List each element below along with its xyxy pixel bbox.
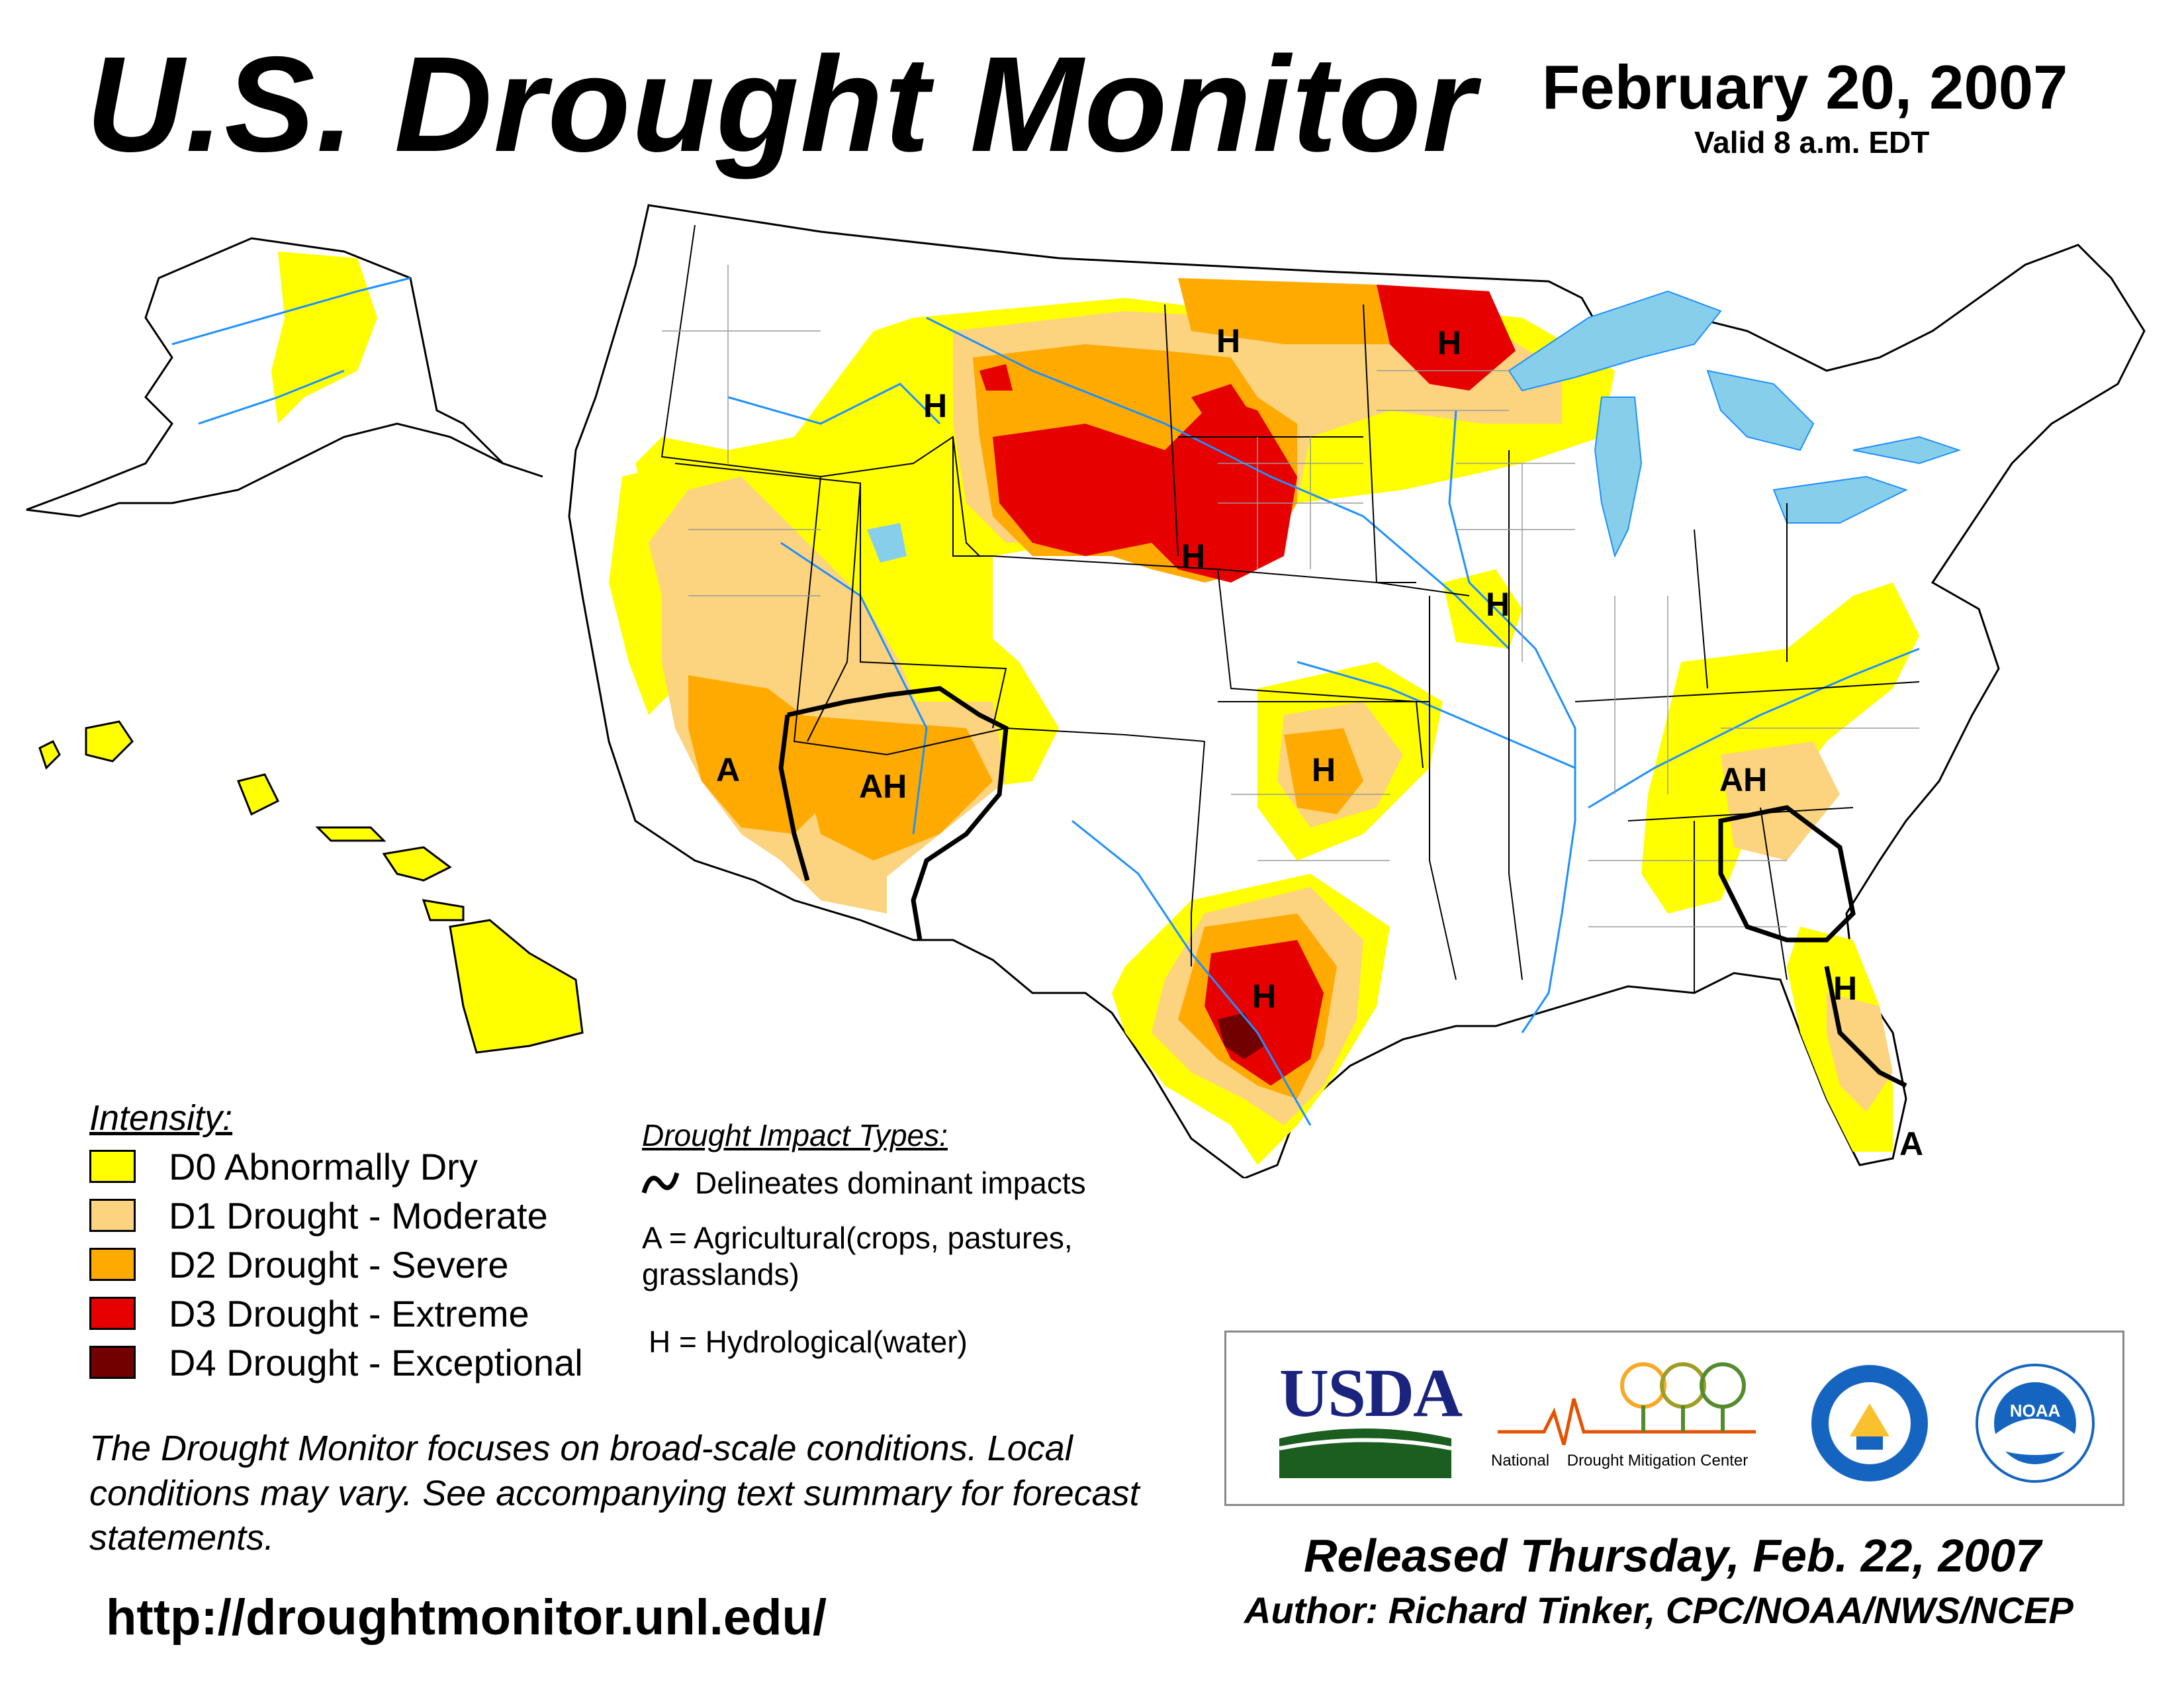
legend-item-d1: D1 Drought - Moderate [89, 1194, 548, 1237]
website-link[interactable]: http://droughtmonitor.unl.edu/ [106, 1589, 827, 1646]
ndmc-label-center: Drought Mitigation Center [1567, 1452, 1749, 1470]
d4-swatch [89, 1346, 136, 1379]
state-borders [660, 224, 1920, 993]
d0-swatch [89, 1150, 136, 1183]
county-borders [662, 265, 1919, 927]
legend-label-d1: D1 Drought - Moderate [169, 1194, 548, 1237]
impact-hydrological: H = Hydrological(water) [649, 1325, 968, 1359]
usda-hills-icon [1279, 1429, 1451, 1478]
ndmc-logo: National Drought Mitigation Center [1491, 1359, 1756, 1485]
valid-time: Valid 8 a.m. EDT [1694, 125, 1930, 160]
disclaimer-note: The Drought Monitor focuses on broad-sca… [89, 1429, 1140, 1558]
map-date: February 20, 2007 [1542, 52, 2068, 122]
author-line: Author: Richard Tinker, CPC/NOAA/NWS/NCE… [1244, 1589, 2073, 1631]
d1-swatch [89, 1199, 136, 1232]
map-label-california: A [716, 751, 740, 788]
impact-curve-legend: Delineates dominant impacts [641, 1165, 1086, 1201]
map-label-wyoming: H [1181, 538, 1205, 575]
legend-label-d3: D3 Drought - Extreme [169, 1292, 529, 1335]
legend-label-d4: D4 Drought - Exceptional [169, 1341, 583, 1383]
alaska-rivers [171, 277, 411, 425]
impact-types-heading: Drought Impact Types: [642, 1118, 948, 1152]
legend-label-d2: D2 Drought - Severe [169, 1243, 509, 1286]
alaska-d0 [271, 252, 377, 424]
legend-label-d0: D0 Abnormally Dry [169, 1145, 478, 1188]
ndmc-trees-icon [1498, 1362, 1756, 1446]
d3-swatch [89, 1297, 136, 1330]
noaa-logo-text: NOAA [2010, 1401, 2061, 1421]
map-label-idaho: H [923, 387, 947, 424]
partner-logos: USDA National Drought Mitigation Center … [1224, 1331, 2124, 1506]
ndmc-label-national: National [1491, 1452, 1550, 1470]
impact-curve-label: Delineates dominant impacts [695, 1166, 1086, 1200]
drought-map: H H H H H A AH H H AH H A AH [26, 204, 2146, 1178]
legend-item-d3: D3 Drought - Extreme [89, 1292, 529, 1335]
map-label-minnesota: H [1437, 324, 1461, 361]
map-label-tennessee: AH [1719, 761, 1767, 798]
great-lakes [1508, 290, 1962, 558]
legend-item-d4: D4 Drought - Exceptional [89, 1341, 583, 1383]
impact-agricultural: A = Agricultural(crops, pastures, grassl… [642, 1221, 1073, 1292]
doc-seal-icon [1811, 1365, 1928, 1481]
d2-swatch [89, 1248, 136, 1281]
map-label-kansas: H [1312, 751, 1336, 788]
map-label-iowa: H [1486, 586, 1510, 623]
legend-item-d2: D2 Drought - Severe [89, 1243, 509, 1286]
d4-area [1218, 1013, 1264, 1059]
map-label-arizona: AH [859, 768, 907, 805]
map-label-texas: H [1252, 978, 1276, 1015]
usda-logo: USDA [1279, 1355, 1463, 1481]
noaa-logo-icon: NOAA [1976, 1364, 2095, 1483]
hawaii [38, 720, 584, 1054]
intensity-legend-heading: Intensity: [89, 1098, 233, 1138]
map-label-montana-east: H [1216, 322, 1240, 359]
impact-curve-icon [641, 1172, 680, 1194]
legend-item-d0: D0 Abnormally Dry [89, 1145, 478, 1188]
impact-boundaries [778, 686, 1907, 1088]
map-title: U.S. Drought Monitor [86, 28, 1477, 180]
usda-logo-text: USDA [1279, 1355, 1463, 1431]
release-date: Released Thursday, Feb. 22, 2007 [1304, 1530, 2042, 1581]
map-label-florida: A [1899, 1125, 1923, 1162]
great-salt-lake [867, 523, 907, 563]
map-label-georgia: H [1833, 970, 1857, 1007]
